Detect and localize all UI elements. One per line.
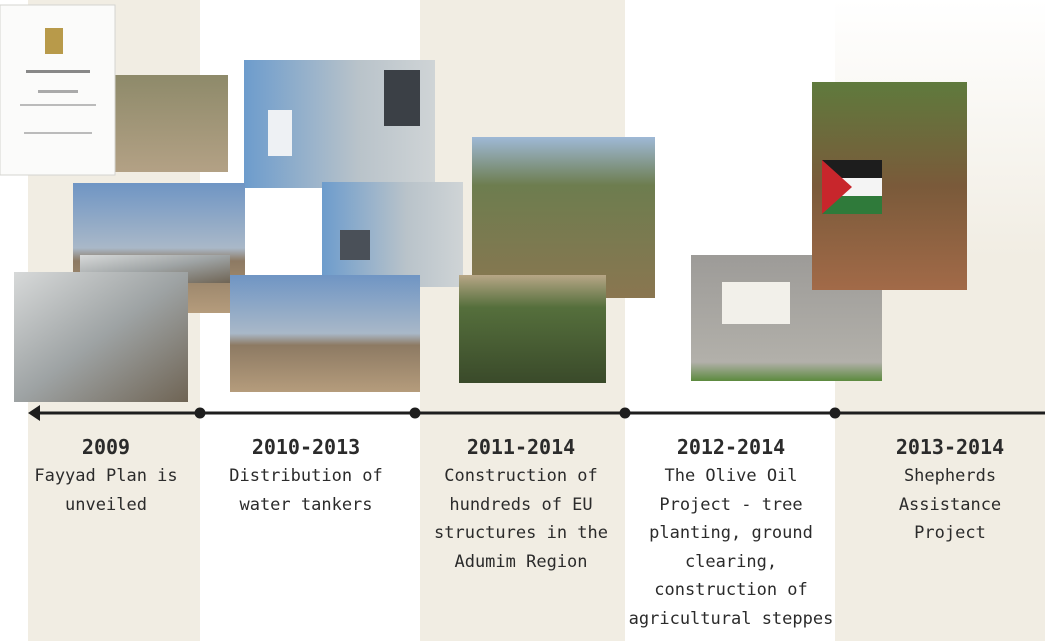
page: {"events": [ {"year": "2009", "lines": [… (0, 0, 1045, 641)
timeline-dot (195, 408, 206, 419)
event-description: clearing, (626, 548, 836, 577)
event-description: construction of (626, 576, 836, 605)
event-description: hundreds of EU (416, 491, 626, 520)
event-description: Distribution of (201, 462, 411, 491)
timeline-dot (620, 408, 631, 419)
event-description: The Olive Oil (626, 462, 836, 491)
event-description: planting, ground (626, 519, 836, 548)
event-description: structures in the (416, 519, 626, 548)
event-description: agricultural steppes (626, 605, 836, 634)
event-description: Project - tree (626, 491, 836, 520)
event-description: Project (845, 519, 1045, 548)
event-description: Assistance (845, 491, 1045, 520)
event-description: water tankers (201, 491, 411, 520)
event-description: unveiled (1, 491, 211, 520)
event-description: Fayyad Plan is (1, 462, 211, 491)
event-description: Adumim Region (416, 548, 626, 577)
timeline-dot (410, 408, 421, 419)
event-year: 2011-2014 (416, 432, 626, 462)
timeline-dot (830, 408, 841, 419)
event-description: Shepherds (845, 462, 1045, 491)
event-description: Construction of (416, 462, 626, 491)
event-year: 2010-2013 (201, 432, 411, 462)
event-year: 2013-2014 (845, 432, 1045, 462)
event-year: 2009 (1, 432, 211, 462)
timeline-arrow (28, 405, 40, 421)
event-year: 2012-2014 (626, 432, 836, 462)
